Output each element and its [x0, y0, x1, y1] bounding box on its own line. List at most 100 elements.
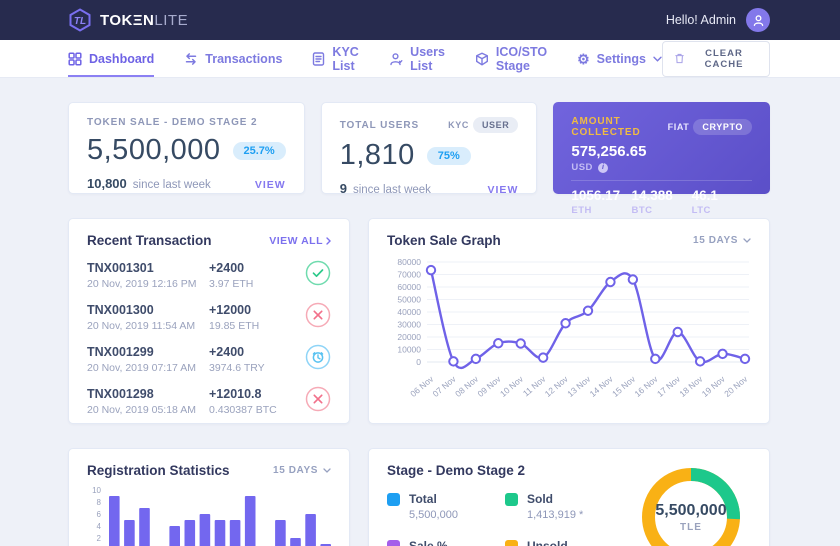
coin-label: LTC [691, 205, 711, 216]
tx-date: 20 Nov, 2019 11:54 AM [87, 320, 196, 332]
chevron-down-icon [743, 238, 751, 243]
svg-text:70000: 70000 [397, 270, 421, 280]
status-failed-icon[interactable] [305, 302, 331, 333]
brand-name: TOKΞNLITE [100, 11, 189, 29]
nav-item-settings[interactable]: ⚙ Settings [577, 40, 662, 77]
clear-cache-label: CLEAR CACHE [704, 47, 744, 70]
total-users-percent-badge: 75% [426, 146, 471, 165]
view-all-link[interactable]: VIEW ALL [269, 235, 331, 247]
chevron-right-icon [326, 236, 331, 245]
kyc-user-toggle: KYC USER [448, 117, 519, 133]
nav-label: ICO/STO Stage [495, 44, 548, 73]
tx-id: TNX001301 [87, 261, 154, 275]
coin-value: 14.388 [631, 188, 673, 203]
panel-title: Stage - Demo Stage 2 [387, 463, 526, 478]
tx-id: TNX001300 [87, 303, 154, 317]
legend-label: Sale % [409, 539, 448, 546]
dashboard-grid-icon [68, 51, 82, 66]
tx-amount: +2400 [209, 345, 245, 359]
nav-label: Transactions [205, 51, 283, 66]
total-users-value: 1,810 [339, 139, 415, 171]
chevron-down-icon [323, 468, 331, 473]
nav-label: Settings [596, 51, 646, 66]
transaction-row[interactable]: TNX001300 20 Nov, 2019 11:54 AM +12000 1… [87, 302, 331, 333]
trash-icon [675, 53, 684, 64]
card-label: TOKEN SALE - DEMO STAGE 2 [87, 117, 258, 128]
brand-logo[interactable]: TL TOKΞNLITE [68, 8, 188, 32]
tx-id: TNX001299 [87, 345, 154, 359]
token-sale-card: TOKEN SALE - DEMO STAGE 2 5,500,000 25.7… [68, 102, 305, 194]
legend-value: 5,500,000 [409, 509, 458, 521]
svg-text:10 Nov: 10 Nov [498, 373, 526, 398]
nav-item-kyc-list[interactable]: KYC List [312, 40, 359, 77]
period-label: 15 DAYS [273, 465, 318, 476]
legend-swatch-sale-pct [387, 540, 400, 546]
toggle-crypto[interactable]: CRYPTO [693, 119, 752, 135]
nav-item-transactions[interactable]: Transactions [184, 40, 282, 77]
period-selector[interactable]: 15 DAYS [273, 465, 331, 476]
tx-date: 20 Nov, 2019 07:17 AM [87, 362, 196, 374]
period-selector[interactable]: 15 DAYS [693, 235, 751, 246]
svg-text:30000: 30000 [397, 320, 421, 330]
view-link[interactable]: VIEW [254, 179, 286, 191]
coin-label: BTC [631, 205, 653, 216]
tx-date: 20 Nov, 2019 05:18 AM [87, 404, 196, 416]
toggle-kyc[interactable]: KYC [448, 120, 469, 130]
tx-sub-amount: 19.85 ETH [209, 320, 260, 332]
delta-caption: since last week [132, 179, 211, 191]
transaction-list: TNX001301 20 Nov, 2019 12:16 PM +2400 3.… [87, 260, 331, 417]
legend-label: Unsold [527, 539, 568, 546]
transaction-row[interactable]: TNX001299 20 Nov, 2019 07:17 AM +2400 39… [87, 344, 331, 375]
info-icon[interactable]: i [597, 162, 608, 173]
nav-item-users-list[interactable]: Users List [389, 40, 445, 77]
stage-legend: Total 5,500,000 Sold 1,413,919 * Sale % … [387, 492, 751, 546]
middle-panels-row: Recent Transaction VIEW ALL TNX001301 20… [68, 218, 770, 424]
legend-item-sold: Sold 1,413,919 * [505, 492, 623, 521]
bottom-panels-row: Registration Statistics 15 DAYS 10 8 6 4 2 S… [68, 448, 770, 546]
svg-text:06 Nov: 06 Nov [408, 373, 436, 398]
transaction-row[interactable]: TNX001298 20 Nov, 2019 05:18 AM +12010.8… [87, 386, 331, 417]
greeting-text: Hello! Admin [665, 13, 736, 27]
svg-text:07 Nov: 07 Nov [431, 373, 459, 398]
amount-collected-value: 575,256.65 [571, 143, 647, 160]
donut-center-label: TLE [680, 521, 702, 533]
nav-item-ico-sto-stage[interactable]: ICO/STO Stage [475, 40, 547, 77]
svg-text:0: 0 [416, 357, 421, 367]
coin-eth: 1056.17 ETH [571, 188, 631, 216]
token-sale-value: 5,500,000 [87, 134, 221, 166]
document-icon [313, 51, 325, 66]
coin-value: 1056.17 [571, 188, 621, 203]
svg-text:4: 4 [97, 522, 102, 531]
status-success-icon[interactable] [305, 260, 331, 291]
delta-value: 9 [339, 181, 347, 196]
clear-cache-button[interactable]: CLEAR CACHE [661, 40, 770, 77]
svg-text:13 Nov: 13 Nov [565, 373, 593, 398]
period-label: 15 DAYS [693, 235, 738, 246]
tx-sub-amount: 3.97 ETH [209, 278, 254, 290]
legend-swatch-sold [505, 493, 518, 506]
brand-hexagon-icon: TL [69, 8, 91, 32]
view-link[interactable]: VIEW [487, 184, 519, 196]
legend-label: Total [409, 492, 437, 506]
svg-text:20 Nov: 20 Nov [722, 373, 750, 398]
svg-text:80000: 80000 [397, 257, 421, 267]
toggle-fiat[interactable]: FIAT [667, 122, 690, 132]
user-avatar[interactable] [746, 8, 770, 32]
stat-cards-row: TOKEN SALE - DEMO STAGE 2 5,500,000 25.7… [68, 102, 770, 216]
dashboard-content: TOKEN SALE - DEMO STAGE 2 5,500,000 25.7… [0, 78, 840, 546]
status-failed-icon[interactable] [305, 386, 331, 417]
card-label: AMOUNT COLLECTED [571, 116, 641, 138]
recent-transactions-panel: Recent Transaction VIEW ALL TNX001301 20… [68, 218, 350, 424]
main-nav: Dashboard Transactions KYC List Users Li… [0, 40, 840, 78]
delta-caption: since last week [352, 184, 431, 196]
transaction-row[interactable]: TNX001301 20 Nov, 2019 12:16 PM +2400 3.… [87, 260, 331, 291]
toggle-user[interactable]: USER [472, 117, 519, 133]
line-chart: 0 10000 20000 30000 40000 50000 60000 70000 8000… [387, 256, 751, 421]
status-pending-icon[interactable] [305, 344, 331, 375]
svg-text:11 Nov: 11 Nov [521, 373, 548, 398]
tx-amount: +2400 [209, 261, 245, 275]
nav-item-dashboard[interactable]: Dashboard [68, 40, 155, 77]
svg-text:18 Nov: 18 Nov [677, 373, 705, 398]
total-users-card: TOTAL USERS KYC USER 1,810 75% 9 since l… [320, 102, 538, 196]
gear-icon: ⚙ [577, 50, 590, 67]
